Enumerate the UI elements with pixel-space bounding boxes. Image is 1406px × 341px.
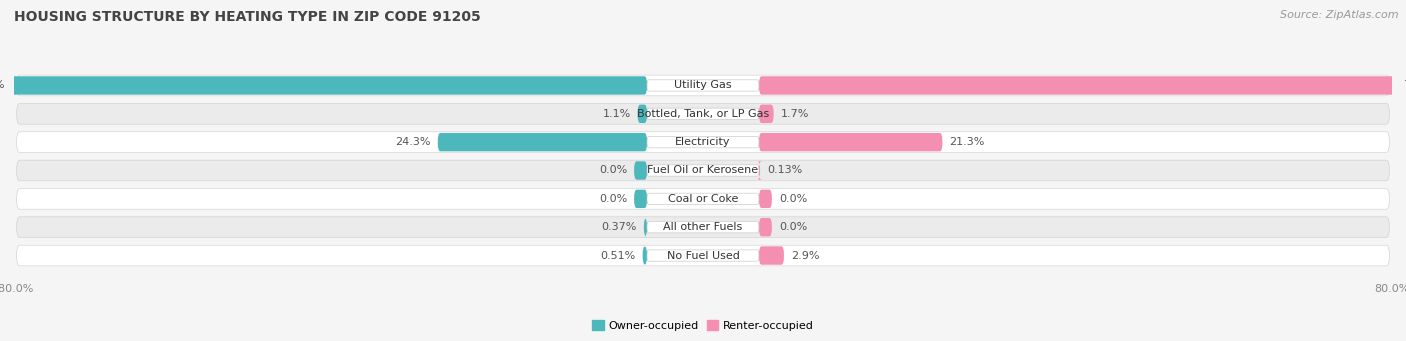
Text: Source: ZipAtlas.com: Source: ZipAtlas.com [1281,10,1399,20]
FancyBboxPatch shape [759,190,772,208]
Text: 1.7%: 1.7% [780,109,808,119]
Text: 0.0%: 0.0% [779,194,807,204]
Text: 0.0%: 0.0% [599,165,627,176]
FancyBboxPatch shape [647,193,759,205]
FancyBboxPatch shape [634,161,647,180]
FancyBboxPatch shape [11,76,647,95]
FancyBboxPatch shape [17,189,1389,209]
FancyBboxPatch shape [17,160,1389,181]
FancyBboxPatch shape [759,246,785,265]
Text: 0.0%: 0.0% [779,222,807,232]
FancyBboxPatch shape [437,133,647,151]
Text: 0.37%: 0.37% [602,222,637,232]
Text: All other Fuels: All other Fuels [664,222,742,232]
FancyBboxPatch shape [17,75,1389,96]
FancyBboxPatch shape [634,190,647,208]
Text: 0.0%: 0.0% [599,194,627,204]
FancyBboxPatch shape [17,103,1389,124]
FancyBboxPatch shape [647,165,759,176]
Text: HOUSING STRUCTURE BY HEATING TYPE IN ZIP CODE 91205: HOUSING STRUCTURE BY HEATING TYPE IN ZIP… [14,10,481,24]
FancyBboxPatch shape [17,217,1389,238]
FancyBboxPatch shape [759,218,772,236]
Text: 2.9%: 2.9% [790,251,820,261]
FancyBboxPatch shape [647,250,759,261]
Text: Fuel Oil or Kerosene: Fuel Oil or Kerosene [647,165,759,176]
FancyBboxPatch shape [637,105,647,123]
FancyBboxPatch shape [647,80,759,91]
Text: No Fuel Used: No Fuel Used [666,251,740,261]
FancyBboxPatch shape [759,76,1396,95]
Legend: Owner-occupied, Renter-occupied: Owner-occupied, Renter-occupied [588,316,818,335]
Text: Utility Gas: Utility Gas [675,80,731,90]
Text: 73.8%: 73.8% [0,80,4,90]
Text: 74.0%: 74.0% [1403,80,1406,90]
Text: 0.51%: 0.51% [600,251,636,261]
Text: 21.3%: 21.3% [949,137,984,147]
Text: 24.3%: 24.3% [395,137,430,147]
FancyBboxPatch shape [758,161,762,180]
FancyBboxPatch shape [647,222,759,233]
Text: Electricity: Electricity [675,137,731,147]
Text: Coal or Coke: Coal or Coke [668,194,738,204]
FancyBboxPatch shape [17,132,1389,152]
FancyBboxPatch shape [759,133,942,151]
Text: Bottled, Tank, or LP Gas: Bottled, Tank, or LP Gas [637,109,769,119]
Text: 0.13%: 0.13% [768,165,803,176]
FancyBboxPatch shape [643,246,647,265]
FancyBboxPatch shape [647,108,759,119]
FancyBboxPatch shape [647,136,759,148]
Text: 1.1%: 1.1% [602,109,631,119]
FancyBboxPatch shape [17,245,1389,266]
FancyBboxPatch shape [759,105,773,123]
FancyBboxPatch shape [644,218,647,236]
